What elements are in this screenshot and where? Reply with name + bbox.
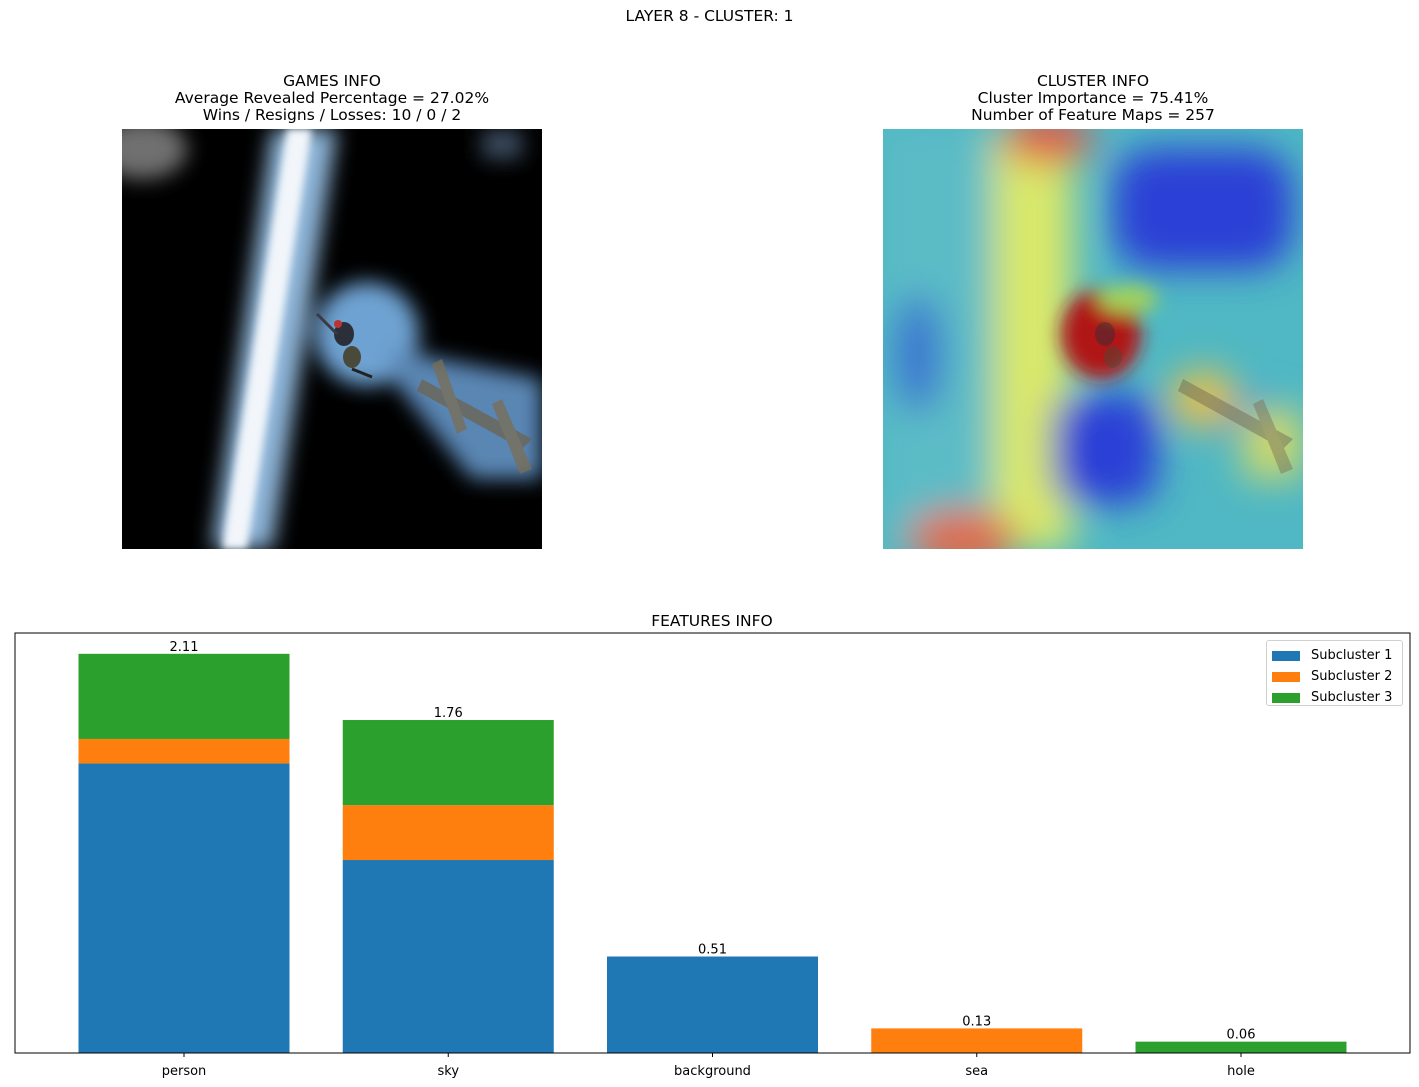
bar-segment-person-subcluster-1 <box>78 763 290 1053</box>
airplane-figure <box>417 359 532 474</box>
legend-entry-subcluster-1: Subcluster 1 <box>1272 645 1402 666</box>
bar-segment-person-subcluster-2 <box>78 738 290 764</box>
features-info-chart: FEATURES INFO 2.11 1.76 0.51 0.13 0.06 perso… <box>14 612 1411 1079</box>
bar-total-label-sea: 0.13 <box>962 1014 991 1029</box>
legend-label-subcluster-2: Subcluster 2 <box>1311 669 1393 684</box>
figure-suptitle: LAYER 8 - CLUSTER: 1 <box>625 7 794 25</box>
revealed-image <box>122 129 542 549</box>
bar-segment-person-subcluster-3 <box>78 653 290 739</box>
x-tick-label-background: background <box>674 1064 751 1079</box>
games-info-revealed-percentage: Average Revealed Percentage = 27.02% <box>174 89 490 107</box>
legend-swatch-subcluster-1 <box>1272 650 1300 661</box>
legend-label-subcluster-3: Subcluster 3 <box>1311 690 1393 705</box>
skydiver-figure <box>315 312 373 379</box>
x-tick-label-person: person <box>162 1064 207 1079</box>
bar-total-label-sky: 1.76 <box>434 706 463 721</box>
bar-segment-background-subcluster-1 <box>607 956 818 1053</box>
legend-swatch-subcluster-2 <box>1272 671 1300 682</box>
bar-total-label-background: 0.51 <box>698 943 727 958</box>
x-tick-label-sea: sea <box>965 1064 988 1079</box>
revealed-sky-streak-core <box>222 129 312 549</box>
bar-segment-sea-subcluster-2 <box>871 1028 1083 1053</box>
cluster-info-title-block: CLUSTER INFO Cluster Importance = 75.41%… <box>863 73 1323 124</box>
legend-swatch-subcluster-3 <box>1272 692 1300 703</box>
bar-total-label-hole: 0.06 <box>1227 1028 1256 1043</box>
x-tick-label-hole: hole <box>1227 1064 1255 1079</box>
games-info-title: GAMES INFO <box>283 72 381 90</box>
cluster-heatmap-image <box>883 129 1303 549</box>
bar-segment-sky-subcluster-1 <box>342 860 554 1053</box>
cluster-info-importance: Cluster Importance = 75.41% <box>977 89 1209 107</box>
legend-entry-subcluster-2: Subcluster 2 <box>1272 666 1402 687</box>
bar-total-label-person: 2.11 <box>170 640 199 655</box>
games-info-title-block: GAMES INFO Average Revealed Percentage =… <box>102 73 562 124</box>
bar-segment-hole-subcluster-3 <box>1135 1041 1347 1053</box>
bar-segment-sky-subcluster-3 <box>342 720 554 806</box>
chart-legend: Subcluster 1 Subcluster 2 Subcluster 3 <box>1266 640 1403 706</box>
legend-label-subcluster-1: Subcluster 1 <box>1311 648 1393 663</box>
legend-entry-subcluster-3: Subcluster 3 <box>1272 687 1402 708</box>
bar-segment-sky-subcluster-2 <box>342 805 554 861</box>
heatmap-blue-region-top <box>1113 149 1293 269</box>
games-info-win-loss-record: Wins / Resigns / Losses: 10 / 0 / 2 <box>202 106 462 124</box>
chart-title: FEATURES INFO <box>651 612 773 630</box>
cluster-info-title: CLUSTER INFO <box>1036 72 1150 90</box>
x-tick-label-sky: sky <box>437 1064 459 1079</box>
cluster-info-feature-maps: Number of Feature Maps = 257 <box>971 106 1215 124</box>
heatmap-blue-region-bottom <box>1053 394 1158 504</box>
